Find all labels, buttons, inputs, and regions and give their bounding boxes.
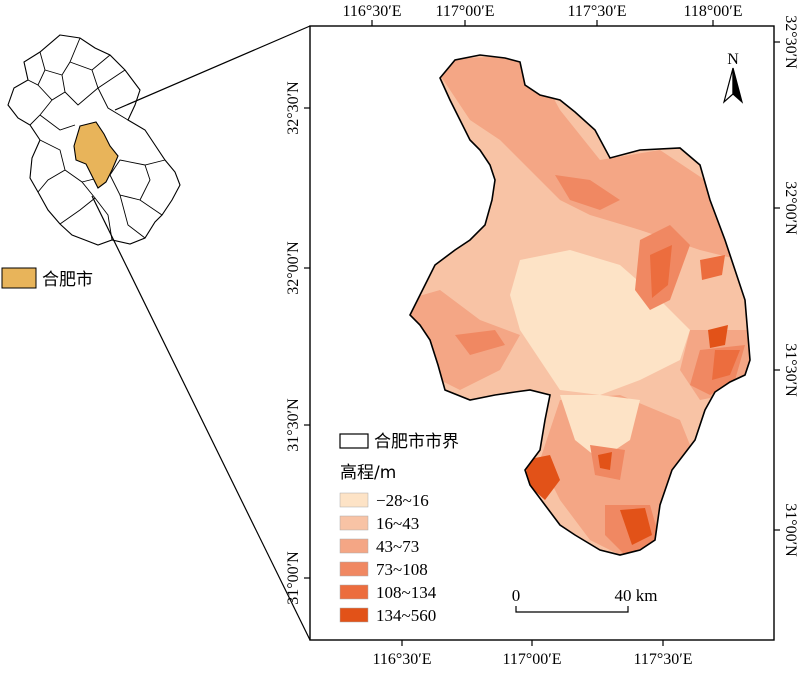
elevation-zone-108-134 bbox=[700, 255, 725, 280]
elevation-title: 高程/m bbox=[340, 463, 396, 483]
bottom-tick-labels: 116°30′E 117°00′E 117°30′E bbox=[372, 651, 692, 668]
elevation-zone-low bbox=[510, 250, 690, 395]
left-tick-labels: 32°30′N 32°00′N 31°30′N 31°00′N bbox=[285, 81, 302, 605]
map-legend: 合肥市市界 高程/m −28~16 16~43 43~73 73~108 108… bbox=[339, 432, 459, 625]
legend-swatch bbox=[339, 584, 369, 600]
elevation-zone-134-560 bbox=[708, 325, 728, 348]
frame-ticks bbox=[304, 20, 780, 646]
boundary-label: 合肥市市界 bbox=[374, 432, 459, 452]
legend-class-label: 134~560 bbox=[376, 606, 436, 625]
elevation-zone-73-108 bbox=[555, 175, 620, 210]
inset-legend-swatch bbox=[1, 267, 37, 289]
elevation-zone-134-560 bbox=[598, 452, 612, 470]
scale-start-label: 0 bbox=[512, 586, 521, 605]
elevation-zone-43-73 bbox=[430, 55, 740, 260]
zoom-connector-lines bbox=[91, 25, 311, 641]
legend-class-label: 43~73 bbox=[376, 537, 419, 556]
inset-province-map bbox=[7, 34, 181, 246]
left-tick-label: 31°30′N bbox=[285, 398, 302, 452]
scale-bar: 0 40 km bbox=[512, 586, 658, 613]
top-tick-label: 118°00′E bbox=[683, 3, 742, 20]
right-tick-label: 31°30′N bbox=[782, 343, 799, 397]
legend-swatch bbox=[339, 607, 369, 623]
bottom-tick-label: 116°30′E bbox=[372, 651, 431, 668]
legend-class-label: 73~108 bbox=[376, 560, 428, 579]
left-tick-label: 32°00′N bbox=[285, 241, 302, 295]
legend-swatch bbox=[339, 515, 369, 531]
inset-legend-label: 合肥市 bbox=[42, 270, 93, 290]
north-arrow-icon: N bbox=[722, 51, 744, 104]
boundary-swatch bbox=[339, 433, 369, 449]
elevation-zone-108-134 bbox=[712, 350, 740, 380]
right-tick-labels: 32°30′N 32°00′N 31°30′N 31°00′N bbox=[782, 15, 799, 557]
north-arrow-label: N bbox=[727, 51, 739, 68]
right-tick-label: 32°30′N bbox=[782, 15, 799, 69]
top-tick-label: 117°00′E bbox=[435, 3, 494, 20]
left-tick-label: 31°00′N bbox=[285, 551, 302, 605]
left-tick-label: 32°30′N bbox=[285, 81, 302, 135]
legend-class-label: 108~134 bbox=[376, 583, 437, 602]
top-tick-labels: 116°30′E 117°00′E 117°30′E 118°00′E bbox=[342, 3, 742, 20]
top-tick-label: 117°30′E bbox=[567, 3, 626, 20]
legend-swatch bbox=[339, 538, 369, 554]
right-tick-label: 31°00′N bbox=[782, 503, 799, 557]
inset-legend: 合肥市 bbox=[1, 267, 93, 290]
top-tick-label: 116°30′E bbox=[342, 3, 401, 20]
north-arrow-right-half bbox=[732, 67, 744, 104]
scale-end-label: 40 km bbox=[615, 586, 658, 605]
inset-hefei-region bbox=[73, 121, 119, 189]
legend-swatch bbox=[339, 561, 369, 577]
hefei-boundary bbox=[409, 54, 751, 556]
elevation-zone-low bbox=[560, 395, 640, 460]
legend-class-label: −28~16 bbox=[376, 491, 429, 510]
scale-bar-line bbox=[515, 606, 629, 613]
bottom-tick-label: 117°00′E bbox=[502, 651, 561, 668]
elevation-zone-134-560 bbox=[620, 508, 652, 545]
right-tick-label: 32°00′N bbox=[782, 181, 799, 235]
elevation-zone-73-108 bbox=[455, 330, 505, 355]
legend-swatch bbox=[339, 492, 369, 508]
bottom-tick-label: 117°30′E bbox=[633, 651, 692, 668]
legend-class-label: 16~43 bbox=[376, 514, 419, 533]
elevation-zone-108-134 bbox=[650, 245, 672, 298]
